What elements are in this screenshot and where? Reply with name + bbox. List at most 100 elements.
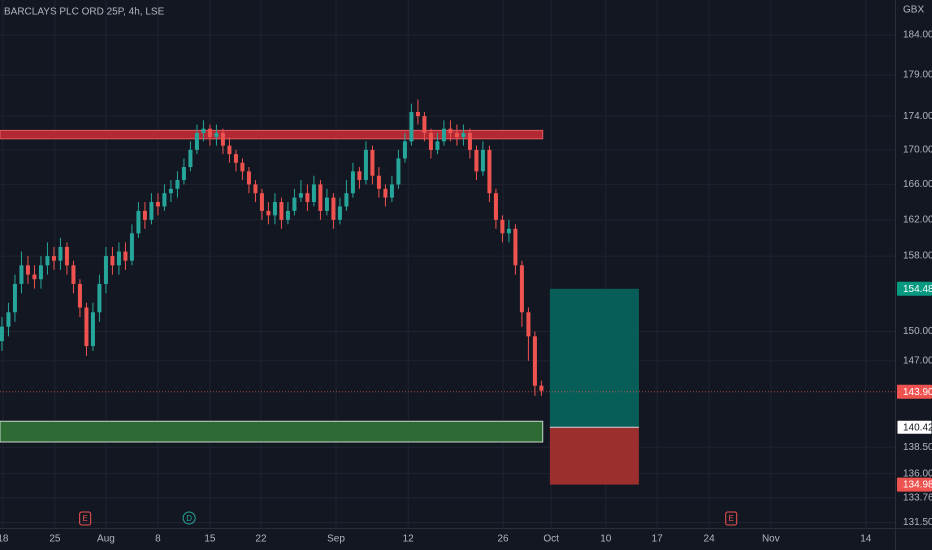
x-tick-label: Oct — [543, 534, 559, 545]
candle-body — [194, 132, 199, 150]
candle-body — [311, 184, 316, 203]
candle-body — [389, 184, 394, 198]
candle-body — [240, 162, 245, 172]
candle-body — [513, 228, 518, 266]
candle-body — [25, 265, 30, 275]
y-tick-label: 150.00 — [903, 326, 932, 337]
candle-body — [123, 251, 128, 261]
candle-body — [175, 180, 180, 189]
y-tick-label: 184.00 — [903, 30, 932, 41]
candle-body — [246, 171, 251, 185]
candle-body — [168, 188, 173, 194]
candle-body — [259, 193, 264, 211]
candle-body — [474, 149, 479, 172]
y-tick-label: 179.00 — [903, 70, 932, 81]
candle-body — [331, 197, 336, 220]
candle-body — [467, 132, 472, 150]
candle-body — [116, 251, 121, 266]
candle-body — [324, 197, 329, 211]
candle-body — [188, 149, 193, 168]
y-tick-label: 158.00 — [903, 251, 932, 262]
candle-body — [409, 111, 414, 142]
candle-body — [266, 210, 271, 216]
x-tick-label: 18 — [0, 534, 9, 545]
candle-body — [84, 307, 89, 347]
event-label: E — [82, 514, 87, 523]
candle-body — [526, 312, 531, 337]
x-tick-label: 24 — [704, 534, 716, 545]
price-tag — [897, 281, 932, 296]
candle-body — [233, 154, 238, 163]
candle-body — [435, 141, 440, 150]
candle-body — [337, 206, 342, 220]
candle-body — [350, 171, 355, 194]
candle-body — [305, 193, 310, 203]
candle-body — [253, 184, 258, 194]
candle-body — [461, 132, 466, 138]
candle-body — [480, 149, 485, 172]
candle-body — [38, 265, 43, 280]
y-tick-label: 170.00 — [903, 145, 932, 156]
candle-body — [136, 210, 141, 234]
candle-body — [90, 312, 95, 347]
zone — [0, 420, 544, 443]
candle-body — [149, 202, 154, 220]
price-tag-label: 154.48 — [903, 284, 932, 295]
event-marker — [725, 511, 738, 526]
x-tick-label: Aug — [97, 534, 115, 545]
currency: GBX — [903, 5, 924, 16]
chart-title: BARCLAYS PLC ORD 25P, 4h, LSE — [4, 7, 165, 18]
candle-body — [383, 188, 388, 198]
x-tick-label: 26 — [498, 534, 510, 545]
price-tag-label: 134.98 — [903, 480, 932, 491]
x-tick-label: 14 — [860, 534, 872, 545]
candle-body — [357, 171, 362, 181]
candle-body — [227, 145, 232, 155]
candle-body — [506, 228, 511, 234]
y-tick-label: 166.00 — [903, 179, 932, 190]
y-tick-label: 162.00 — [903, 214, 932, 225]
price-tag-label: 143.90 — [903, 387, 932, 398]
candle-body — [6, 312, 11, 327]
candle-body — [402, 141, 407, 159]
candle-body — [32, 274, 37, 280]
candle-body — [493, 193, 498, 220]
x-tick-label: 22 — [255, 534, 267, 545]
event-marker — [182, 511, 196, 525]
candle-body — [58, 246, 63, 261]
candle-body — [162, 193, 167, 207]
x-tick-label: Nov — [762, 534, 780, 545]
x-tick-label: Sep — [327, 534, 345, 545]
event-label: D — [186, 514, 192, 523]
price-tag — [896, 419, 932, 435]
candle-body — [279, 202, 284, 220]
price-tag-label: 140.42 — [903, 422, 932, 433]
candle-body — [292, 197, 297, 211]
price-tag — [897, 477, 932, 492]
x-tick-label: 10 — [600, 534, 612, 545]
candle-body — [110, 256, 115, 266]
candle-body — [64, 246, 69, 266]
candle-body — [441, 128, 446, 142]
candle-body — [454, 132, 459, 138]
candle-body — [285, 210, 290, 220]
x-tick-label: 15 — [204, 534, 216, 545]
event-label: E — [729, 514, 734, 523]
y-tick-label: 138.50 — [903, 442, 932, 453]
candle-body — [45, 256, 50, 266]
candle-body — [318, 184, 323, 211]
candle-body — [103, 256, 108, 284]
candle-body — [97, 283, 102, 313]
candle-body — [71, 265, 76, 284]
candle-body — [0, 326, 4, 342]
candle-body — [363, 149, 368, 181]
candle-body — [51, 256, 56, 261]
x-tick-label: 25 — [49, 534, 61, 545]
candle-body — [532, 336, 537, 386]
candle-body — [19, 265, 24, 284]
x-tick-label: 12 — [403, 534, 415, 545]
candle-body — [487, 149, 492, 194]
candle-body — [220, 132, 225, 146]
candle-body — [155, 202, 160, 207]
